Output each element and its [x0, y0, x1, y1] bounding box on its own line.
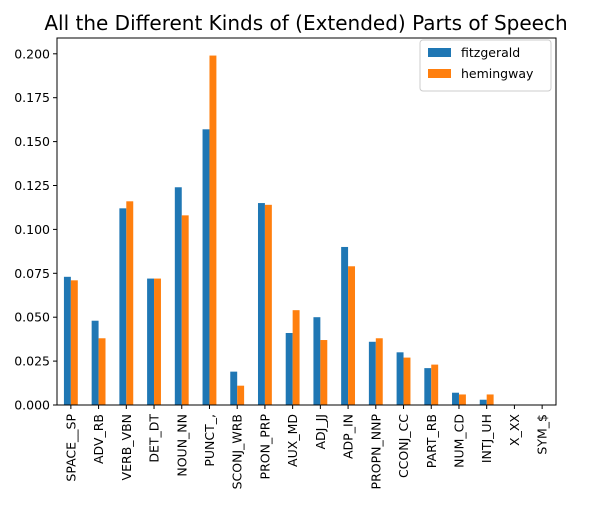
legend: fitzgerald hemingway — [419, 39, 552, 92]
bar-hemingway-8 — [292, 310, 300, 405]
x-tick-label: CCONJ_CC — [396, 414, 411, 478]
bar-hemingway-2 — [126, 201, 134, 405]
bar-fitzgerald-9 — [313, 317, 321, 405]
x-tick-label: PUNCT_, — [202, 414, 217, 467]
legend-box — [419, 39, 552, 92]
bar-hemingway-11 — [375, 338, 383, 405]
bar-fitzgerald-0 — [63, 276, 71, 405]
x-tick-label: ADV_RB — [91, 414, 106, 464]
x-tick-label: ADP_IN — [341, 414, 356, 459]
y-tick-label: 0.175 — [14, 90, 50, 105]
x-tick-label: NOUN_NN — [174, 414, 189, 477]
bar-hemingway-13 — [431, 364, 439, 405]
legend-label-hemingway: hemingway — [461, 66, 534, 81]
x-tick-label: PRON_PRP — [257, 414, 272, 480]
bar-fitzgerald-8 — [285, 333, 293, 405]
bar-fitzgerald-1 — [91, 320, 99, 405]
y-tick-label: 0.150 — [14, 134, 50, 149]
bar-hemingway-7 — [264, 204, 272, 405]
bar-hemingway-1 — [98, 338, 106, 405]
bar-fitzgerald-10 — [341, 246, 349, 405]
bar-hemingway-5 — [209, 55, 217, 406]
legend-swatch-fitzgerald — [428, 48, 451, 57]
bar-hemingway-0 — [70, 280, 78, 405]
bar-fitzgerald-5 — [202, 129, 210, 405]
x-tick-label: NUM_CD — [451, 414, 466, 468]
bar-hemingway-12 — [403, 357, 411, 405]
bar-hemingway-4 — [181, 215, 189, 405]
plot-frame — [56, 37, 557, 406]
y-tick-label: 0.125 — [14, 178, 50, 193]
legend-label-fitzgerald: fitzgerald — [461, 45, 520, 60]
y-tick-label: 0.075 — [14, 266, 50, 281]
bar-hemingway-6 — [237, 385, 245, 405]
x-tick-label: ADJ_JJ — [313, 414, 328, 450]
x-axis: SPACE__SP ADV_RB VERB_VBN DET_DT NOUN_NN PUNC… — [63, 405, 550, 490]
x-tick-label: AUX_MD — [285, 414, 300, 467]
legend-swatch-hemingway — [428, 69, 451, 78]
x-tick-label: SCONJ_WRB — [230, 414, 245, 489]
x-tick-label: PROPN_NNP — [368, 414, 383, 490]
x-tick-label: X_XX — [507, 414, 522, 446]
bar-fitzgerald-14 — [452, 392, 459, 405]
x-tick-label: INTJ_UH — [479, 414, 494, 463]
bar-fitzgerald-13 — [424, 368, 432, 405]
y-tick-label: 0.100 — [14, 222, 50, 237]
bar-hemingway-10 — [348, 266, 356, 405]
x-tick-label: DET_DT — [147, 414, 162, 463]
bar-hemingway-9 — [320, 340, 328, 405]
bar-hemingway-14 — [458, 394, 466, 405]
bar-fitzgerald-12 — [396, 352, 404, 405]
bar-fitzgerald-15 — [479, 399, 487, 405]
y-tick-label: 0.025 — [14, 354, 50, 369]
x-tick-label: PART_RB — [424, 414, 439, 468]
y-tick-label: 0.000 — [14, 398, 50, 413]
bar-fitzgerald-2 — [119, 208, 127, 405]
y-axis: 0.000 0.025 0.050 0.075 0.100 0.125 0.150 0.175… — [14, 46, 57, 413]
bar-fitzgerald-3 — [147, 278, 155, 405]
bars-group — [63, 55, 494, 406]
y-tick-label: 0.050 — [14, 310, 50, 325]
y-tick-label: 0.200 — [14, 46, 50, 61]
bar-fitzgerald-6 — [230, 371, 238, 405]
x-tick-label: SYM_$ — [535, 414, 550, 455]
x-tick-label: VERB_VBN — [119, 414, 134, 480]
bar-fitzgerald-7 — [257, 203, 265, 405]
bar-fitzgerald-4 — [174, 187, 182, 405]
chart-title: All the Different Kinds of (Extended) Pa… — [44, 11, 567, 35]
x-tick-label: SPACE__SP — [63, 414, 78, 482]
bar-hemingway-15 — [486, 394, 494, 405]
bar-fitzgerald-11 — [368, 341, 376, 405]
bar-hemingway-3 — [154, 278, 161, 405]
